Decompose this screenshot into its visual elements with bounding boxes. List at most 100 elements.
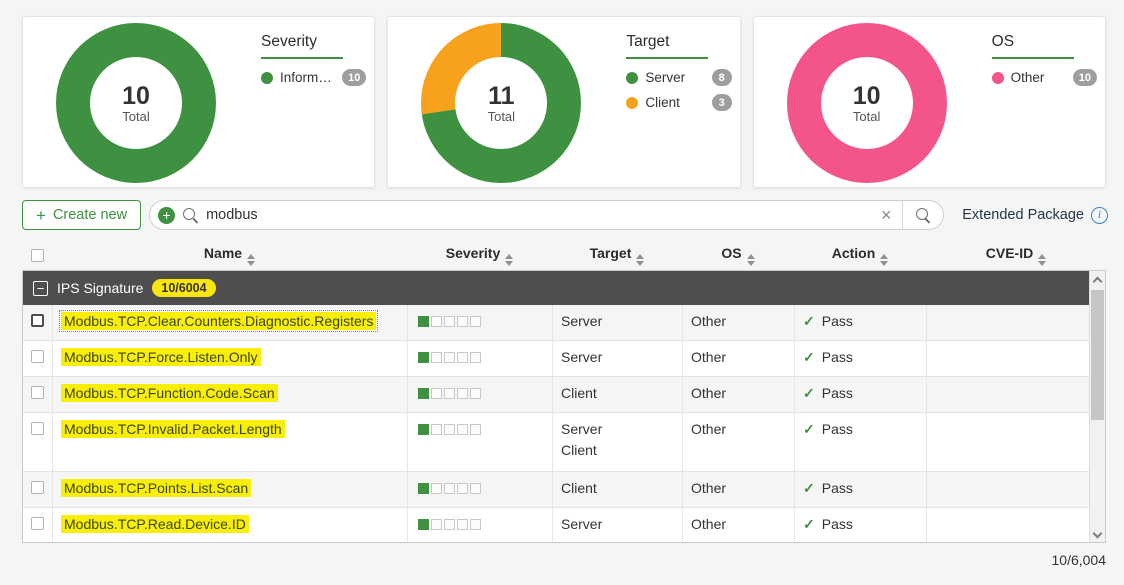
os-value: Other <box>691 480 727 497</box>
row-checkbox[interactable] <box>31 385 44 399</box>
action-value: Pass <box>821 348 853 365</box>
legend-count-badge: 3 <box>711 94 732 111</box>
select-all-checkbox[interactable] <box>30 248 44 262</box>
vertical-scrollbar[interactable] <box>1089 271 1105 542</box>
os-total-value: 10 <box>852 81 881 110</box>
os-total-label: Total <box>852 108 881 124</box>
legend-count-badge: 8 <box>711 69 732 86</box>
severity-indicator <box>408 472 553 508</box>
group-count-badge: 10/6004 <box>152 279 216 297</box>
legend-count-badge: 10 <box>1072 69 1097 86</box>
signature-name-link[interactable]: Modbus.TCP.Invalid.Packet.Length <box>61 419 285 438</box>
severity-indicator <box>408 305 553 340</box>
add-filter-button[interactable]: + <box>158 206 176 224</box>
extended-package[interactable]: Extended Package i <box>962 206 1108 224</box>
result-count: 10/6,004 <box>1051 552 1107 568</box>
search-icon <box>183 207 198 223</box>
row-checkbox[interactable] <box>31 517 44 531</box>
legend-item-informational[interactable]: Informati... 10 <box>261 69 367 86</box>
severity-donut-center: 10 Total <box>90 57 182 149</box>
toolbar: + Create new + × Extended Package i <box>22 200 1108 230</box>
table-row: Modbus.TCP.Force.Listen.Only Server Othe… <box>23 340 1089 377</box>
target-total-label: Total <box>487 108 516 124</box>
target-value: Client <box>561 480 597 497</box>
legend-item-label: Other <box>1010 70 1045 85</box>
row-checkbox[interactable] <box>31 314 44 327</box>
create-new-button[interactable]: + Create new <box>22 200 142 230</box>
signature-name-link[interactable]: Modbus.TCP.Function.Code.Scan <box>61 383 278 402</box>
check-icon: ✓ <box>803 348 815 365</box>
signature-name-link[interactable]: Modbus.TCP.Force.Listen.Only <box>61 347 261 366</box>
os-donut-center: 10 Total <box>820 57 913 149</box>
search-input[interactable] <box>198 207 871 223</box>
os-legend: OS Other 10 <box>991 33 1097 94</box>
signature-name-link[interactable]: Modbus.TCP.Clear.Counters.Diagnostic.Reg… <box>58 310 379 332</box>
close-icon: × <box>881 204 892 225</box>
table-row: Modbus.TCP.Function.Code.Scan Client Oth… <box>23 376 1089 413</box>
sort-icon <box>880 253 889 266</box>
target-donut-chart: 11 Total <box>421 23 582 183</box>
severity-indicator <box>408 340 553 376</box>
search-separator <box>902 201 904 229</box>
legend-dot-icon <box>626 96 639 109</box>
column-header-cve-id[interactable]: CVE-ID <box>926 245 1106 266</box>
legend-count-badge: 10 <box>342 69 367 86</box>
scroll-up-icon[interactable] <box>1092 276 1103 287</box>
legend-dot-icon <box>626 71 639 84</box>
os-value: Other <box>691 384 727 401</box>
search-icon <box>915 207 931 223</box>
legend-dot-icon <box>261 71 273 84</box>
severity-total-label: Total <box>122 108 150 124</box>
collapse-icon[interactable]: − <box>33 280 48 296</box>
search-submit-button[interactable] <box>903 201 943 229</box>
group-label: IPS Signature <box>57 280 144 296</box>
sort-icon <box>746 253 755 266</box>
signature-name-link[interactable]: Modbus.TCP.Read.Device.ID <box>61 515 249 534</box>
target-value: Server <box>561 420 603 437</box>
severity-indicator <box>408 412 553 472</box>
target-value: Server <box>561 348 603 365</box>
plus-icon: + <box>36 205 46 225</box>
sort-icon <box>636 253 645 266</box>
legend-item-client[interactable]: Client 3 <box>626 94 732 111</box>
clear-search-button[interactable]: × <box>870 201 902 229</box>
table-row: Modbus.TCP.Points.List.Scan Client Other… <box>23 472 1089 509</box>
legend-item-other[interactable]: Other 10 <box>991 69 1097 86</box>
row-checkbox[interactable] <box>31 481 44 495</box>
row-checkbox[interactable] <box>31 349 44 363</box>
summary-cards: 10 Total Severity Informati... 10 11 Tot… <box>22 16 1106 188</box>
os-chart-card: 10 Total OS Other 10 <box>752 16 1106 188</box>
scroll-down-icon[interactable] <box>1092 528 1103 539</box>
check-icon: ✓ <box>803 516 815 533</box>
severity-indicator <box>408 508 553 542</box>
check-icon: ✓ <box>803 480 815 497</box>
info-icon[interactable]: i <box>1091 206 1108 224</box>
action-value: Pass <box>821 420 853 437</box>
column-header-action[interactable]: Action <box>794 245 926 266</box>
target-total-value: 11 <box>488 81 515 110</box>
row-checkbox[interactable] <box>31 421 44 435</box>
os-donut-chart: 10 Total <box>786 23 947 183</box>
signature-name-link[interactable]: Modbus.TCP.Points.List.Scan <box>61 479 252 498</box>
target-value: Server <box>561 516 603 533</box>
target-donut-center: 11 Total <box>455 57 548 149</box>
target-legend: Target Server 8 Client 3 <box>626 33 732 119</box>
legend-item-label: Informati... <box>280 70 335 85</box>
legend-item-label: Client <box>645 95 680 110</box>
table-row: Modbus.TCP.Clear.Counters.Diagnostic.Reg… <box>23 305 1089 341</box>
os-value: Other <box>691 313 727 329</box>
column-header-severity[interactable]: Severity <box>407 245 552 266</box>
action-value: Pass <box>821 384 853 401</box>
severity-donut-chart: 10 Total <box>56 23 216 183</box>
os-value: Other <box>691 348 727 365</box>
scrollbar-thumb[interactable] <box>1091 290 1104 420</box>
target-value: Client <box>561 441 597 458</box>
column-header-name[interactable]: Name <box>52 245 407 266</box>
severity-total-value: 10 <box>122 81 150 110</box>
legend-item-server[interactable]: Server 8 <box>626 69 732 86</box>
column-header-target[interactable]: Target <box>552 245 682 266</box>
check-icon: ✓ <box>803 313 815 329</box>
severity-legend-title: Severity <box>261 33 343 59</box>
column-header-os[interactable]: OS <box>682 245 794 266</box>
action-value: Pass <box>821 480 853 497</box>
